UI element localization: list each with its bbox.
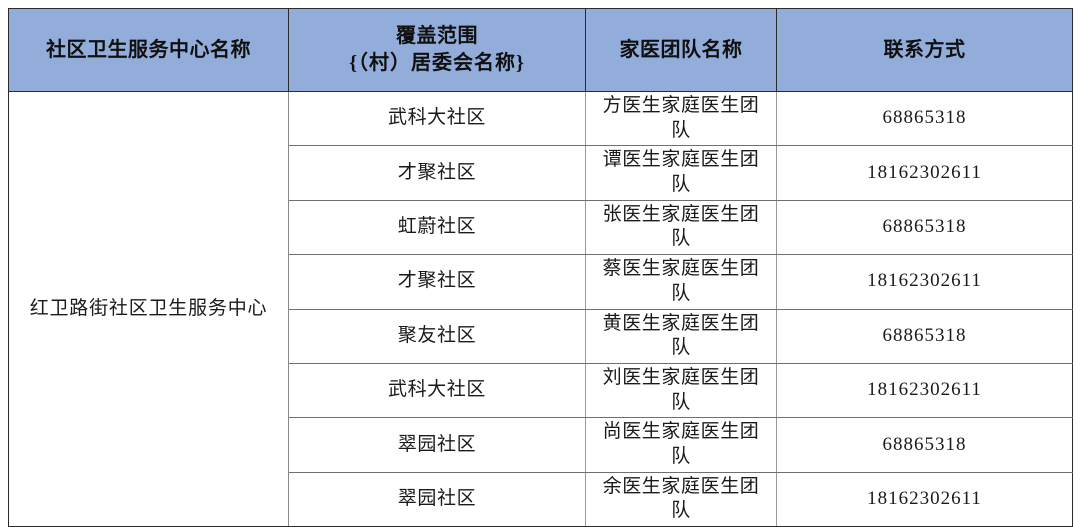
contact-cell: 68865318 — [776, 90, 1073, 147]
contact-cell: 18162302611 — [776, 471, 1073, 527]
header-row: 社区卫生服务中心名称 覆盖范围 {（村）居委会名称} 家医团队名称 联系方式 — [8, 8, 1073, 92]
team-cell: 张医生家庭医生团队 — [585, 199, 777, 256]
scope-cell: 武科大社区 — [288, 90, 586, 147]
scope-cell: 翠园社区 — [288, 471, 586, 527]
scope-cell: 聚友社区 — [288, 308, 586, 364]
contact-cell: 68865318 — [776, 308, 1073, 364]
page-root: 社区卫生服务中心名称 覆盖范围 {（村）居委会名称} 家医团队名称 联系方式 红… — [8, 8, 1073, 527]
contact-cell: 18162302611 — [776, 254, 1073, 310]
table-row: 聚友社区 黄医生家庭医生团队 68865318 — [9, 308, 1073, 364]
center-name-merged-cell: 红卫路街社区卫生服务中心 — [8, 91, 289, 527]
contact-cell: 68865318 — [776, 199, 1073, 256]
family-doctor-team-table: 社区卫生服务中心名称 覆盖范围 {（村）居委会名称} 家医团队名称 联系方式 红… — [8, 8, 1073, 527]
scope-cell: 虹蔚社区 — [288, 199, 586, 256]
team-cell: 谭医生家庭医生团队 — [585, 145, 777, 201]
scope-cell: 才聚社区 — [288, 254, 586, 310]
table-row: 才聚社区 蔡医生家庭医生团队 18162302611 — [9, 254, 1073, 310]
contact-cell: 18162302611 — [776, 362, 1073, 419]
team-cell: 余医生家庭医生团队 — [585, 471, 777, 527]
team-cell: 蔡医生家庭医生团队 — [585, 254, 777, 310]
column-header-team-name: 家医团队名称 — [585, 8, 777, 92]
table-header: 社区卫生服务中心名称 覆盖范围 {（村）居委会名称} 家医团队名称 联系方式 — [8, 8, 1073, 92]
team-cell: 刘医生家庭医生团队 — [585, 362, 777, 419]
table-row: 虹蔚社区 张医生家庭医生团队 68865318 — [9, 199, 1073, 256]
scope-cell: 才聚社区 — [288, 145, 586, 201]
table-row: 才聚社区 谭医生家庭医生团队 18162302611 — [9, 145, 1073, 201]
team-cell: 尚医生家庭医生团队 — [585, 417, 777, 473]
table-body: 红卫路街社区卫生服务中心 武科大社区 方医生家庭医生团队 68865318 才聚… — [8, 90, 1073, 527]
scope-cell: 武科大社区 — [288, 362, 586, 419]
column-header-center-name: 社区卫生服务中心名称 — [8, 8, 289, 92]
table-row: 翠园社区 尚医生家庭医生团队 68865318 — [9, 417, 1073, 473]
column-header-coverage-scope: 覆盖范围 {（村）居委会名称} — [288, 8, 586, 92]
scope-cell: 翠园社区 — [288, 417, 586, 473]
table-row: 武科大社区 刘医生家庭医生团队 18162302611 — [9, 362, 1073, 419]
contact-cell: 18162302611 — [776, 145, 1073, 201]
coverage-scope-line-1: 覆盖范围 — [396, 25, 478, 47]
coverage-scope-line-2: {（村）居委会名称} — [349, 52, 525, 74]
table-row: 红卫路街社区卫生服务中心 武科大社区 方医生家庭医生团队 68865318 — [8, 90, 1073, 527]
team-cell: 方医生家庭医生团队 — [585, 90, 777, 147]
column-header-contact: 联系方式 — [776, 8, 1073, 92]
table-container: 社区卫生服务中心名称 覆盖范围 {（村）居委会名称} 家医团队名称 联系方式 红… — [8, 8, 1073, 527]
contact-cell: 68865318 — [776, 417, 1073, 473]
team-cell: 黄医生家庭医生团队 — [585, 308, 777, 364]
